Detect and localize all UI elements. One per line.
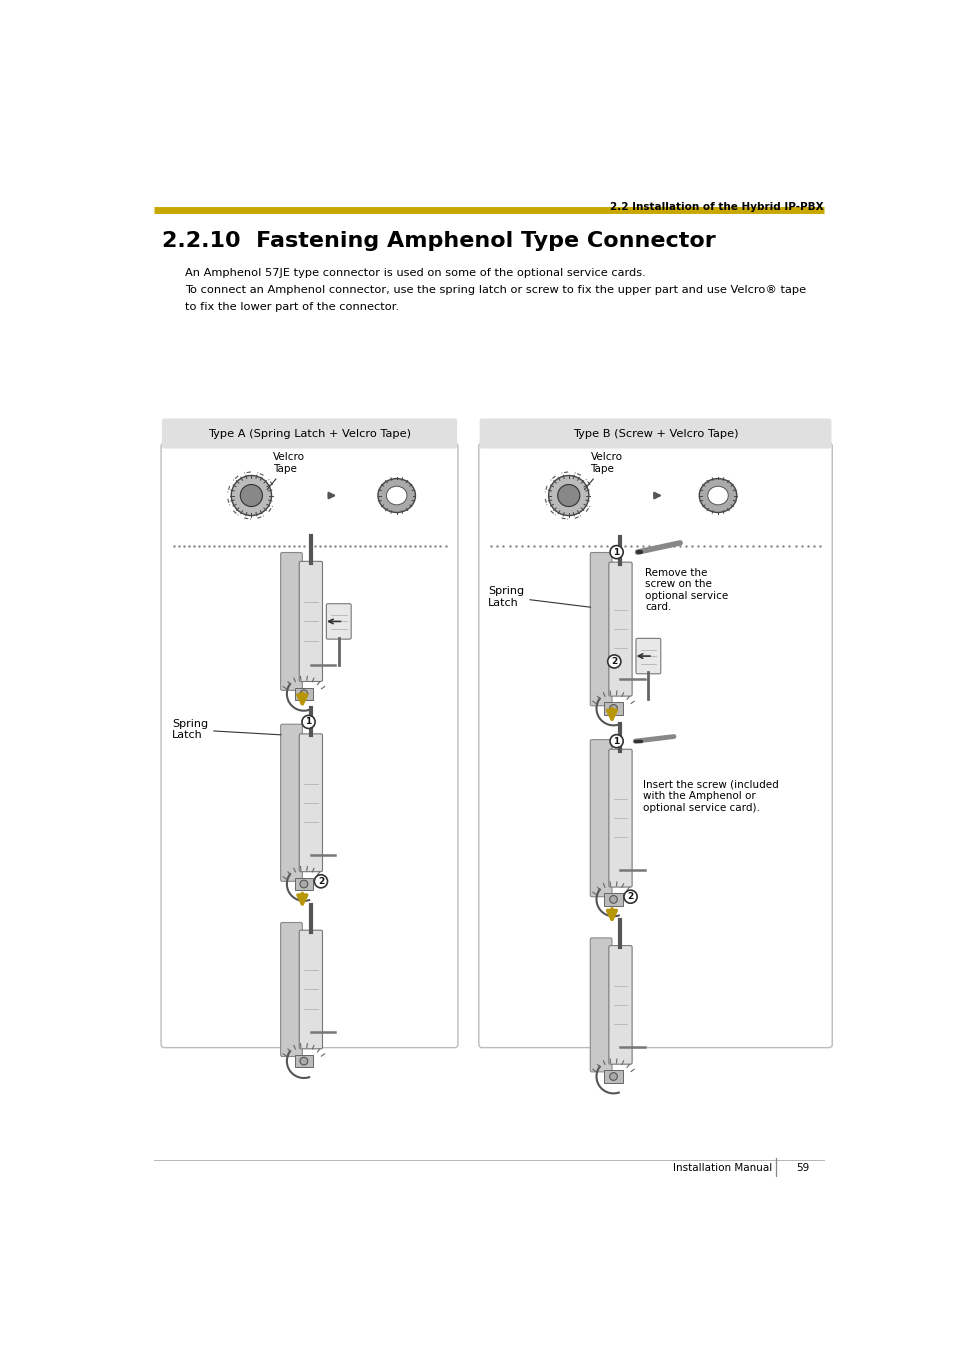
Circle shape — [607, 655, 620, 667]
Text: To connect an Amphenol connector, use the spring latch or screw to fix the upper: To connect an Amphenol connector, use th… — [185, 285, 805, 296]
FancyBboxPatch shape — [280, 724, 302, 881]
Circle shape — [299, 690, 308, 697]
Circle shape — [623, 890, 637, 904]
Circle shape — [299, 880, 308, 888]
Circle shape — [548, 476, 588, 516]
Ellipse shape — [707, 486, 727, 505]
Text: 1: 1 — [613, 736, 619, 746]
FancyBboxPatch shape — [608, 946, 632, 1065]
Circle shape — [558, 485, 579, 507]
Circle shape — [609, 546, 622, 559]
FancyBboxPatch shape — [299, 562, 322, 681]
FancyBboxPatch shape — [590, 553, 611, 705]
Text: 2.2.10  Fastening Amphenol Type Connector: 2.2.10 Fastening Amphenol Type Connector — [162, 231, 715, 251]
Circle shape — [231, 476, 272, 516]
FancyBboxPatch shape — [326, 604, 351, 639]
Text: Remove the
screw on the
optional service
card.: Remove the screw on the optional service… — [644, 567, 728, 612]
Text: Spring
Latch: Spring Latch — [172, 719, 281, 740]
FancyBboxPatch shape — [162, 419, 456, 449]
Text: Insert the screw (included
with the Amphenol or
optional service card).: Insert the screw (included with the Amph… — [642, 780, 778, 813]
Text: Velcro
Tape: Velcro Tape — [584, 453, 621, 489]
Text: Installation Manual: Installation Manual — [672, 1163, 771, 1173]
Text: 1: 1 — [305, 717, 312, 727]
Circle shape — [299, 1058, 308, 1065]
Circle shape — [302, 716, 314, 728]
Text: Type A (Spring Latch + Velcro Tape): Type A (Spring Latch + Velcro Tape) — [208, 428, 411, 439]
Circle shape — [609, 1073, 617, 1081]
FancyBboxPatch shape — [299, 734, 322, 871]
Text: 2.2 Installation of the Hybrid IP-PBX: 2.2 Installation of the Hybrid IP-PBX — [610, 203, 822, 212]
Bar — [294, 878, 313, 890]
FancyBboxPatch shape — [479, 419, 831, 449]
Circle shape — [609, 735, 622, 747]
Bar — [294, 688, 313, 700]
Text: 1: 1 — [613, 547, 619, 557]
Bar — [294, 1055, 313, 1067]
Circle shape — [314, 874, 327, 888]
FancyBboxPatch shape — [608, 750, 632, 888]
Circle shape — [240, 485, 262, 507]
Text: Velcro
Tape: Velcro Tape — [267, 453, 305, 489]
FancyBboxPatch shape — [299, 931, 322, 1048]
FancyBboxPatch shape — [590, 938, 611, 1071]
Circle shape — [609, 705, 617, 712]
FancyBboxPatch shape — [590, 739, 611, 897]
FancyBboxPatch shape — [608, 562, 632, 696]
Text: 2: 2 — [317, 877, 324, 886]
Bar — [603, 893, 622, 905]
FancyBboxPatch shape — [161, 443, 457, 1047]
Text: An Amphenol 57JE type connector is used on some of the optional service cards.: An Amphenol 57JE type connector is used … — [185, 269, 645, 278]
Ellipse shape — [377, 478, 415, 512]
Bar — [603, 703, 622, 715]
Ellipse shape — [699, 478, 736, 512]
Text: to fix the lower part of the connector.: to fix the lower part of the connector. — [185, 303, 399, 312]
FancyBboxPatch shape — [280, 923, 302, 1056]
Text: Spring
Latch: Spring Latch — [488, 586, 590, 608]
Text: 59: 59 — [796, 1163, 808, 1173]
Text: 2: 2 — [611, 657, 617, 666]
Text: 2: 2 — [627, 892, 633, 901]
FancyBboxPatch shape — [636, 639, 660, 674]
Text: Type B (Screw + Velcro Tape): Type B (Screw + Velcro Tape) — [572, 428, 738, 439]
FancyBboxPatch shape — [280, 553, 302, 690]
Circle shape — [609, 896, 617, 904]
Bar — [603, 1070, 622, 1082]
Ellipse shape — [386, 486, 407, 505]
FancyBboxPatch shape — [478, 443, 831, 1047]
